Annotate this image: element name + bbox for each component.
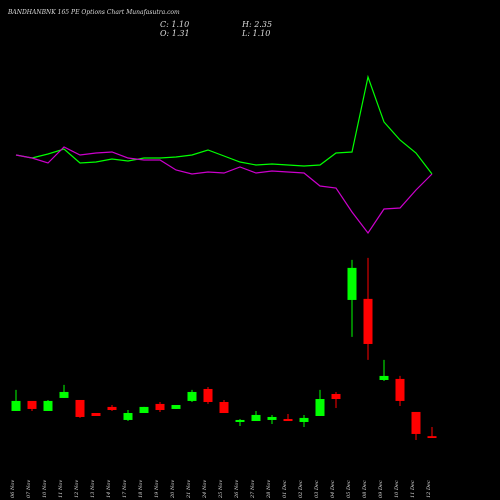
low-label: L: 1.10 <box>241 29 270 38</box>
candle-body <box>395 378 405 401</box>
line <box>15 146 433 235</box>
candle-body <box>267 416 277 420</box>
x-tick-label: 12 Nov <box>74 480 80 498</box>
x-tick-label: 06 Nov <box>10 480 16 498</box>
x-tick-label: 12 Dec <box>426 480 432 498</box>
x-tick-label: 11 Dec <box>410 480 416 498</box>
x-tick-label: 25 Nov <box>218 480 224 499</box>
x-tick-label: 13 Nov <box>90 480 96 498</box>
candle-body <box>379 375 389 380</box>
line <box>15 74 433 175</box>
x-tick-label: 07 Nov <box>26 480 32 498</box>
candle-body <box>219 401 229 414</box>
candle-body <box>283 418 293 422</box>
candle-body <box>203 388 213 402</box>
candle-body <box>187 391 197 401</box>
x-tick-label: 10 Nov <box>42 480 48 498</box>
x-tick-label: 11 Nov <box>58 480 64 498</box>
candle-body <box>299 417 309 422</box>
x-tick-label: 04 Dec <box>330 480 336 498</box>
x-tick-label: 02 Dec <box>298 480 304 498</box>
x-tick-label: 01 Dec <box>282 480 288 498</box>
x-tick-label: 05 Dec <box>346 480 352 498</box>
open-label: O: 1.31 <box>160 29 190 38</box>
candle-body <box>427 436 437 439</box>
candle-body <box>251 414 261 422</box>
close-label: C: 1.10 <box>160 20 189 29</box>
candle-body <box>363 298 373 344</box>
candle-body <box>171 404 181 409</box>
candle-body <box>91 413 101 416</box>
x-tick-label: 26 Nov <box>234 480 240 499</box>
candle-body <box>235 419 245 422</box>
x-tick-label: 27 Nov <box>250 480 256 499</box>
x-tick-label: 19 Nov <box>154 480 160 498</box>
candle-body <box>411 411 421 434</box>
candle-body <box>139 406 149 414</box>
candle-body <box>315 399 325 416</box>
x-tick-label: 20 Nov <box>170 480 176 499</box>
candle-body <box>27 400 37 409</box>
x-tick-label: 17 Nov <box>122 480 128 498</box>
x-tick-label: 28 Nov <box>266 480 272 499</box>
x-tick-label: 10 Dec <box>394 480 400 498</box>
chart-title: BANDHANBNK 165 PE Options Chart Munafasu… <box>7 9 180 16</box>
x-tick-label: 18 Nov <box>138 480 144 498</box>
candle-body <box>59 391 69 398</box>
x-tick-label: 14 Nov <box>106 480 112 498</box>
x-tick-label: 03 Dec <box>314 480 320 498</box>
x-tick-label: 08 Dec <box>362 480 368 498</box>
x-tick-label: 09 Dec <box>378 480 384 498</box>
candle-body <box>347 267 357 300</box>
candle-body <box>107 406 117 411</box>
candle-body <box>155 403 165 411</box>
candle-body <box>123 413 133 420</box>
x-tick-label: 24 Nov <box>202 480 208 499</box>
high-label: H: 2.35 <box>241 20 272 29</box>
candle-body <box>75 399 85 417</box>
candle-body <box>11 400 21 411</box>
x-tick-label: 21 Nov <box>186 480 192 499</box>
candle-body <box>331 393 341 400</box>
candle-body <box>43 400 53 411</box>
